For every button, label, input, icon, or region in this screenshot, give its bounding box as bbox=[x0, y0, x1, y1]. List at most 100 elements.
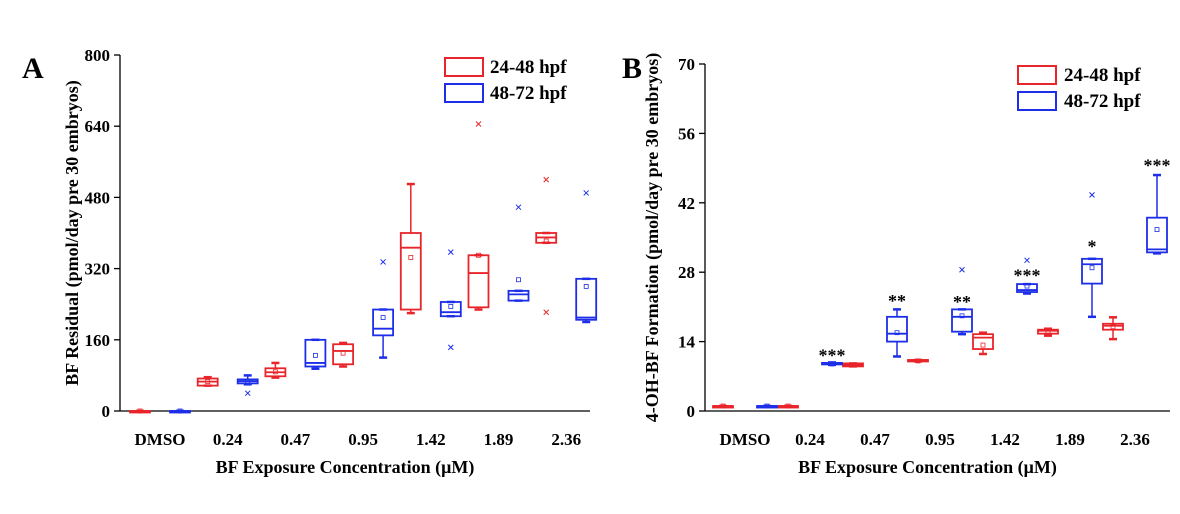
box-1.89 bbox=[1081, 192, 1103, 319]
box-1.42 bbox=[399, 182, 422, 315]
outlier-point bbox=[380, 259, 386, 265]
y-axis-title: 4-OH-BF Formation (pmol/day pre 30 embry… bbox=[642, 53, 663, 422]
box-1.89 bbox=[507, 204, 530, 302]
series-48-72-hpf bbox=[756, 173, 1168, 409]
box-iqr bbox=[575, 277, 598, 321]
box-iqr bbox=[399, 232, 422, 311]
panel-b: B 0 14 28 42 56 70 DMSO 0.24 0.47 0.95 1.42 1.89 2.36… bbox=[622, 52, 1171, 478]
mean-marker bbox=[980, 342, 986, 348]
outlier-point bbox=[543, 309, 550, 316]
series-24-48-hpf bbox=[129, 121, 558, 414]
box-iqr bbox=[304, 338, 327, 368]
box-iqr bbox=[467, 254, 490, 309]
mean-marker bbox=[915, 358, 921, 364]
box-iqr bbox=[1037, 328, 1059, 335]
mean-marker bbox=[1110, 324, 1116, 330]
mean-marker bbox=[1045, 328, 1051, 334]
mean-marker bbox=[476, 252, 481, 258]
panel-letter: B bbox=[622, 52, 642, 85]
series-24-48-hpf bbox=[712, 316, 1124, 409]
significance-label: *** bbox=[819, 345, 846, 365]
mean-marker bbox=[137, 408, 143, 414]
box-1.89 bbox=[1037, 327, 1059, 337]
x-tick-label: 0.47 bbox=[860, 430, 890, 449]
box-iqr bbox=[886, 315, 908, 343]
box-iqr bbox=[1102, 322, 1124, 331]
mean-marker bbox=[312, 352, 318, 358]
series-48-72-hpf bbox=[169, 190, 598, 414]
box-1.42 bbox=[1016, 257, 1038, 295]
mean-marker bbox=[448, 304, 454, 309]
y-tick-label: 480 bbox=[85, 188, 111, 207]
box-0.47 bbox=[886, 308, 908, 358]
mean-marker bbox=[850, 362, 856, 368]
y-tick-label: 0 bbox=[102, 402, 111, 421]
mean-marker bbox=[1089, 265, 1095, 271]
mean-marker bbox=[720, 403, 726, 409]
box-0.47 bbox=[842, 362, 864, 368]
box-0.24 bbox=[821, 361, 843, 367]
box-iqr bbox=[951, 308, 973, 333]
mean-marker bbox=[583, 283, 589, 289]
x-tick-label: 0.95 bbox=[925, 430, 955, 449]
mean-marker bbox=[380, 315, 386, 320]
box-iqr bbox=[439, 301, 462, 318]
box-0.95 bbox=[332, 341, 355, 368]
significance-label: ** bbox=[888, 291, 906, 311]
mean-marker bbox=[516, 277, 521, 283]
x-tick-label: 0.24 bbox=[213, 430, 243, 449]
x-tick-label: 1.42 bbox=[990, 430, 1020, 449]
outlier-point bbox=[244, 390, 251, 397]
y-tick-label: 800 bbox=[85, 46, 111, 65]
y-tick-label: 640 bbox=[85, 117, 111, 136]
significance-label: ** bbox=[953, 292, 971, 312]
mean-marker bbox=[408, 255, 414, 260]
x-axis-title: BF Exposure Concentration (μM) bbox=[798, 457, 1057, 478]
box-DMSO bbox=[756, 403, 778, 409]
outlier-point bbox=[959, 266, 965, 273]
outlier-point bbox=[447, 344, 454, 351]
legend: 24-48 hpf 48-72 hpf bbox=[1017, 65, 1141, 112]
x-tick-label: 2.36 bbox=[1120, 430, 1150, 449]
mean-marker bbox=[959, 313, 965, 319]
box-2.36 bbox=[575, 190, 598, 324]
mean-marker bbox=[894, 330, 900, 336]
x-axis-title: BF Exposure Concentration (μM) bbox=[216, 457, 475, 478]
y-axis-title: BF Residual (pmol/day pre 30 embryos) bbox=[62, 80, 83, 386]
x-tick-label: 2.36 bbox=[551, 430, 581, 449]
legend: 24-48 hpf 48-72 hpf bbox=[444, 57, 567, 104]
panel-letter: A bbox=[22, 52, 44, 85]
box-1.42 bbox=[972, 331, 994, 356]
y-tick-label: 320 bbox=[85, 260, 111, 279]
x-tick-label: 1.89 bbox=[484, 430, 514, 449]
x-tick-label: 1.42 bbox=[416, 430, 446, 449]
box-0.95 bbox=[951, 266, 973, 336]
mean-marker bbox=[272, 369, 278, 375]
box-iqr bbox=[507, 289, 530, 302]
legend-swatch bbox=[444, 83, 484, 103]
legend-swatch bbox=[1017, 91, 1057, 111]
mean-marker bbox=[205, 379, 211, 385]
outlier-point bbox=[515, 204, 522, 211]
legend-swatch bbox=[444, 57, 484, 77]
outlier-point bbox=[543, 176, 550, 183]
box-iqr bbox=[1081, 257, 1103, 285]
box-1.42 bbox=[439, 249, 462, 351]
mean-marker bbox=[1154, 227, 1160, 232]
x-tick-label: 0.24 bbox=[795, 430, 825, 449]
mean-marker bbox=[340, 350, 346, 356]
outlier-point bbox=[1089, 192, 1095, 198]
y-tick-label: 56 bbox=[678, 124, 695, 143]
outlier-point bbox=[1024, 257, 1030, 264]
significance-label: *** bbox=[1144, 156, 1171, 176]
mean-marker bbox=[764, 403, 770, 409]
box-0.24 bbox=[777, 403, 799, 409]
y-tick-label: 0 bbox=[687, 402, 696, 421]
x-tick-label: DMSO bbox=[135, 430, 186, 449]
box-iqr bbox=[972, 333, 994, 350]
mean-marker bbox=[785, 403, 791, 409]
x-tick-label: 0.47 bbox=[281, 430, 311, 449]
box-DMSO bbox=[712, 403, 734, 409]
box-0.47 bbox=[264, 361, 287, 379]
